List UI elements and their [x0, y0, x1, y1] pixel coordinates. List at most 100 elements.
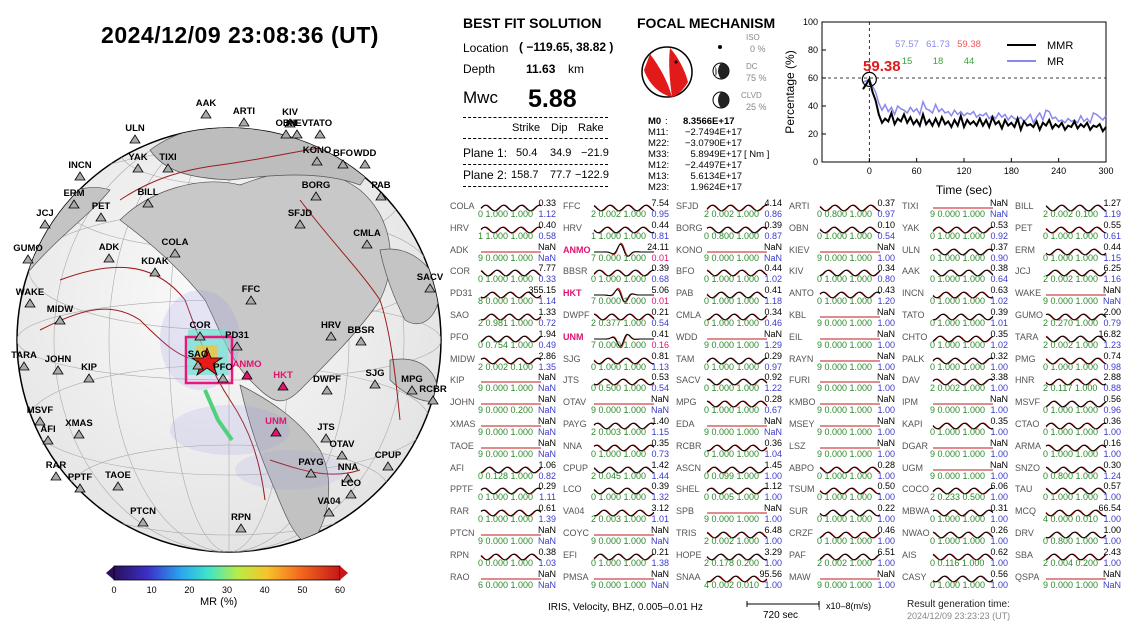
mmr-chart: 59.38 0 60 120 180 240 300 0 20 40 60 80 100 Time (s… [783, 17, 1114, 196]
dc-value: 75 % [746, 73, 767, 83]
trace-hnr: HNR 2.88 2 0.117 1.000 0.88 [1015, 372, 1121, 393]
trace-params: 2 0.045 1.000 [591, 470, 647, 481]
svg-text:MSVF: MSVF [27, 405, 54, 416]
trace-amplitude: NaN [537, 372, 556, 383]
trace-payg: PAYG 1.40 2 0.003 1.000 1.15 [563, 416, 669, 437]
trace-params: 1 1.000 1.000 [478, 230, 534, 241]
iso-value: 0 % [750, 44, 766, 54]
m0-colon: : [665, 116, 668, 127]
generation-time: 2024/12/09 23:23:23 (UT) [907, 611, 1011, 621]
trace-ratio: 1.24 [1103, 470, 1121, 481]
trace-waveform [593, 226, 655, 234]
amplitude-unit: x10–8(m/s) [826, 601, 872, 611]
trace-waveform [932, 487, 994, 495]
trace-params: 0 1.000 1.000 [704, 274, 760, 285]
station-va04: VA04 [317, 496, 341, 517]
synthetic-line [706, 400, 768, 408]
svg-text:RAR: RAR [46, 460, 67, 471]
trace-station-code: NNA [563, 440, 583, 451]
trace-station-code: SFJD [676, 201, 699, 211]
station-sao: SAO [188, 349, 208, 370]
trace-station-code: BBSR [563, 266, 588, 277]
trace-waveform [593, 357, 655, 365]
trace-amplitude: NaN [763, 241, 782, 252]
trace-amplitude: 0.34 [764, 307, 782, 317]
time-scale-label: 720 sec [763, 610, 799, 621]
svg-text:SACV: SACV [417, 272, 444, 283]
trace-waveform [480, 335, 542, 343]
trace-ratio: NaN [1102, 579, 1121, 590]
trace-station-code: UGM [902, 462, 923, 473]
trace-station-code: COLA [450, 201, 475, 211]
trace-amplitude: NaN [989, 437, 1008, 448]
trace-station-code: TAU [1015, 484, 1033, 495]
trace-params: 9 0.000 1.000 [704, 514, 760, 525]
trace-waveform [1045, 422, 1107, 430]
moment-value: −2.4497E+17 [684, 160, 742, 171]
trace-ratio: 1.00 [990, 579, 1008, 590]
trace-params: 2 0.002 1.000 [704, 209, 760, 219]
trace-amplitude: NaN [989, 459, 1008, 470]
trace-dgar: DGAR NaN 9 0.000 1.000 1.00 [902, 438, 1008, 459]
observed-line [932, 531, 994, 539]
station-sjg: SJG [365, 368, 385, 389]
trace-station-code: KIV [789, 266, 804, 277]
svg-text:AFI: AFI [40, 424, 55, 435]
trace-rayn: RAYN NaN 9 0.000 1.000 1.00 [789, 351, 895, 372]
trace-amplitude: 0.53 [651, 372, 669, 383]
trace-nwao: NWAO 0.26 0 1.000 1.000 1.00 [902, 525, 1008, 546]
trace-params: 8 0.000 1.000 [478, 296, 534, 307]
trace-ratio: 1.00 [764, 492, 782, 503]
trace-params: 7 0.000 1.000 [591, 252, 647, 263]
trace-waveform [1045, 466, 1107, 474]
trace-mpg: MPG 0.28 0 1.000 1.000 0.67 [676, 394, 782, 415]
observed-line [706, 466, 768, 473]
trace-waveform [480, 487, 542, 495]
trace-sur: SUR 0.22 0 1.000 1.000 1.00 [789, 503, 895, 524]
trace-cor: COR 7.77 0 1.000 1.000 0.33 [450, 263, 556, 284]
trace-waveform [593, 204, 655, 212]
trace-amplitude: 0.57 [1103, 481, 1121, 492]
trace-amplitude: NaN [876, 241, 895, 252]
trace-waveform [706, 226, 768, 234]
trace-ratio: 1.00 [877, 318, 895, 328]
observed-line [593, 488, 654, 495]
svg-text:TARA: TARA [11, 350, 37, 361]
trace-params: 9 0.000 1.000 [591, 536, 647, 546]
svg-text:FFC: FFC [242, 284, 261, 295]
trace-waveform [706, 575, 768, 583]
trace-waveform [819, 226, 881, 234]
moment-value: −2.7494E+17 [684, 127, 742, 138]
trace-ascn: ASCN 1.45 0 0.099 1.000 1.00 [676, 460, 782, 481]
trace-ratio: 1.00 [877, 448, 895, 459]
trace-station-code: SNAA [676, 571, 701, 582]
station-bfo: BFO [333, 148, 353, 169]
observed-line [1045, 466, 1107, 473]
dc-label: DC [746, 62, 758, 71]
station-kdak: KDAK [141, 256, 169, 277]
trace-efi: EFI 0.21 0 1.000 1.000 1.38 [563, 547, 669, 568]
svg-text:TAOE: TAOE [105, 470, 131, 481]
trace-waveform [932, 509, 994, 517]
trace-amplitude: 5.06 [651, 285, 669, 296]
observed-line [932, 575, 994, 582]
trace-ratio: 1.00 [990, 470, 1008, 481]
trace-ratio: 0.49 [538, 339, 556, 350]
series-mr [862, 78, 1107, 125]
trace-station-code: XMAS [450, 419, 476, 429]
trace-station-code: YAK [902, 222, 920, 233]
trace-aak: AAK 0.38 0 1.000 1.000 0.64 [902, 263, 1008, 284]
plane2-rake: −122.9 [575, 169, 609, 181]
observed-line [706, 226, 768, 234]
trace-station-code: TIXI [902, 201, 919, 211]
trace-ptcn: PTCN NaN 9 0.000 1.000 NaN [450, 525, 556, 546]
station-xmas: XMAS [65, 418, 93, 439]
trace-station-code: DAV [902, 375, 920, 386]
trace-amplitude: 2.88 [1103, 372, 1121, 383]
trace-ctao: CTAO 0.36 0 1.000 1.000 1.00 [1015, 416, 1121, 437]
trace-waveform [1045, 357, 1107, 365]
x-tick-label: 300 [1098, 166, 1113, 176]
trace-amplitude: 0.50 [877, 481, 895, 492]
trace-params: 0 1.000 1.000 [930, 318, 986, 328]
trace-ratio: 0.92 [990, 230, 1008, 241]
